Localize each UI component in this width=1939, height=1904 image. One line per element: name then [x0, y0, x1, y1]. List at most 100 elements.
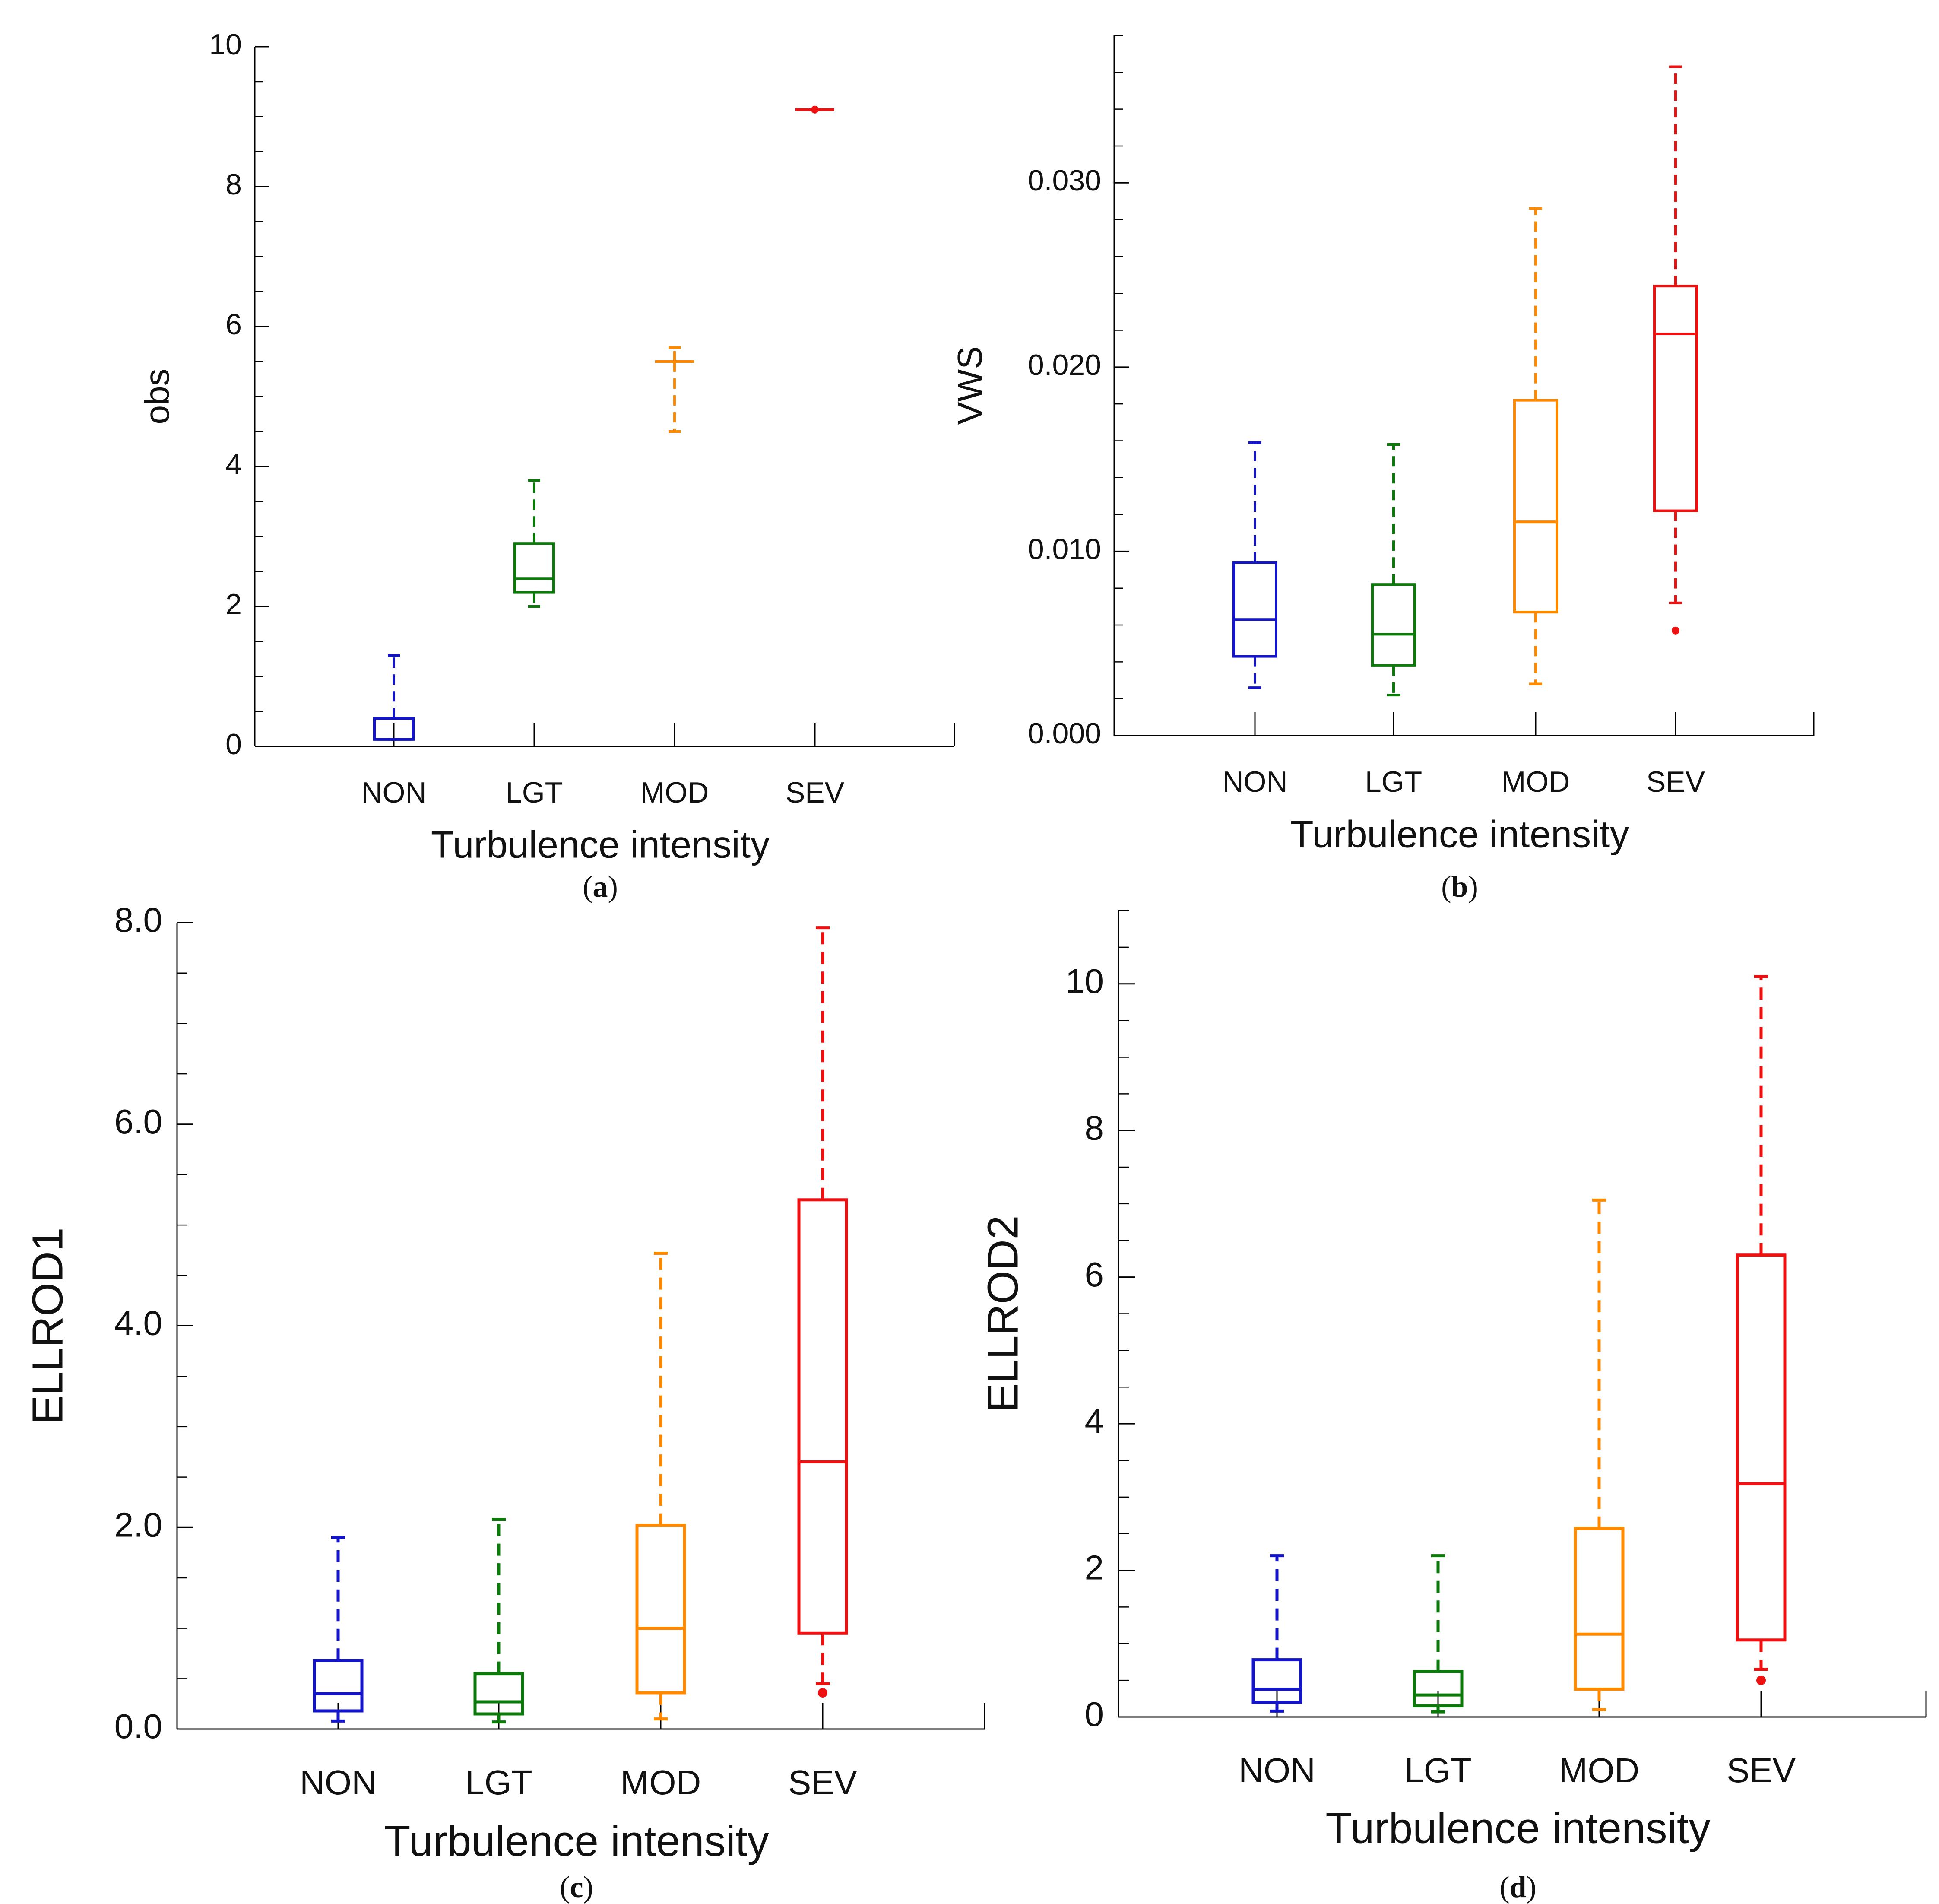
panel-label-part: c — [570, 1871, 583, 1904]
chart-panel-d: 0 2 4 6 8 10 NON LGT MOD SEV ELLROD2 Turbulence int… — [979, 910, 1927, 1904]
y-tick-label: 2.0 — [114, 1505, 162, 1544]
chart-panel-c: 0.0 2.0 4.0 6.0 8.0 NON LGT MOD SEV ELLROD1 Turbul… — [23, 901, 985, 1904]
box-mod — [1574, 1198, 1625, 1711]
y-tick-label: 0.0 — [114, 1707, 162, 1745]
chart-panel-b: 0.000 0.010 0.020 0.030 NON LGT MOD SEV VWS Turbu… — [950, 35, 1815, 904]
box-iqr — [1251, 1658, 1302, 1704]
panel-label-part: ( — [1499, 1871, 1509, 1904]
x-tick-label: NON — [361, 776, 426, 809]
box-iqr — [1736, 1253, 1787, 1642]
box-mod — [635, 1251, 686, 1721]
y-tick-label: 0.020 — [1028, 349, 1101, 381]
y-tick-label: 10 — [209, 28, 242, 61]
x-tick-label: NON — [300, 1763, 377, 1802]
box-sev — [1736, 975, 1787, 1685]
panel-label-part: ) — [583, 1871, 593, 1904]
panel-label-part: ( — [1441, 870, 1451, 904]
chart-panel-a: 0 2 4 6 8 10 NON LGT MOD SEV obs Turbulence intensi… — [138, 28, 955, 904]
box-non — [1232, 441, 1277, 689]
box-iqr — [1371, 583, 1416, 667]
x-tick-label: LGT — [506, 776, 563, 809]
box-non — [1251, 1554, 1302, 1713]
y-tick-label: 8 — [225, 168, 242, 201]
panel-label-part: ( — [560, 1871, 570, 1904]
box-iqr — [1232, 561, 1277, 658]
x-tick-label: SEV — [1646, 765, 1705, 798]
box-lgt — [1371, 443, 1416, 697]
box-lgt — [1413, 1554, 1464, 1714]
box-mod — [1513, 207, 1558, 685]
box-sev — [797, 926, 848, 1698]
y-tick-label: 8 — [1085, 1108, 1104, 1147]
y-tick-label: 4 — [1085, 1402, 1104, 1440]
y-tick-label: 8.0 — [114, 901, 162, 939]
panel-label-part: a — [593, 870, 608, 904]
x-tick-label: NON — [1222, 765, 1287, 798]
y-tick-label: 10 — [1065, 962, 1104, 1000]
y-tick-label: 4.0 — [114, 1304, 162, 1342]
x-tick-label: MOD — [1502, 765, 1570, 798]
box-iqr — [313, 1659, 364, 1713]
box-iqr — [1413, 1670, 1464, 1708]
box-iqr — [1574, 1527, 1625, 1691]
y-tick-label: 6 — [1085, 1255, 1104, 1294]
outlier-point — [1672, 626, 1679, 635]
panel-label: (a) — [583, 870, 618, 904]
x-tick-label: LGT — [465, 1763, 532, 1802]
box-sev — [1653, 65, 1698, 635]
panel-label-part: ) — [608, 870, 618, 904]
box-mod — [655, 346, 694, 433]
x-axis-title: Turbulence intensity — [384, 1817, 769, 1865]
box-iqr — [473, 1672, 524, 1716]
y-tick-label: 6.0 — [114, 1102, 162, 1141]
panel-label: (b) — [1441, 870, 1478, 904]
outlier-point — [818, 1688, 827, 1698]
box-lgt — [473, 1518, 524, 1724]
y-tick-label: 0 — [225, 728, 242, 761]
box-iqr — [797, 1198, 848, 1635]
y-tick-label: 6 — [225, 308, 242, 341]
y-tick-label: 0.010 — [1028, 533, 1101, 565]
x-tick-label: LGT — [1365, 765, 1422, 798]
box-iqr — [513, 542, 555, 594]
x-tick-label: MOD — [640, 776, 709, 809]
box-sev — [795, 105, 834, 114]
y-tick-label: 2 — [1085, 1549, 1104, 1587]
x-axis-title: Turbulence intensity — [431, 823, 770, 866]
box-non — [373, 654, 415, 741]
box-iqr — [635, 1524, 686, 1695]
y-tick-label: 0.030 — [1028, 164, 1101, 197]
x-tick-label: LGT — [1404, 1751, 1472, 1790]
y-axis-title: obs — [138, 369, 176, 425]
box-iqr — [1653, 285, 1698, 512]
x-tick-label: NON — [1239, 1751, 1315, 1790]
panel-label-part: b — [1451, 870, 1468, 904]
y-tick-label: 0 — [1085, 1695, 1104, 1733]
box-lgt — [513, 479, 555, 608]
y-axis-title: ELLROD2 — [979, 1215, 1027, 1412]
outlier-point — [1756, 1676, 1766, 1685]
panel-label-part: d — [1510, 1871, 1527, 1904]
x-tick-label: SEV — [1727, 1751, 1796, 1790]
x-tick-label: SEV — [786, 776, 845, 809]
x-tick-label: MOD — [1559, 1751, 1640, 1790]
y-axis-title: VWS — [950, 346, 989, 425]
y-tick-label: 2 — [225, 588, 242, 621]
x-axis-title: Turbulence intensity — [1290, 812, 1629, 855]
x-tick-label: MOD — [621, 1763, 701, 1802]
panel-label-part: ) — [1468, 870, 1478, 904]
y-tick-label: 4 — [225, 448, 242, 481]
box-iqr — [1513, 399, 1558, 614]
box-non — [313, 1536, 364, 1723]
x-tick-label: SEV — [788, 1763, 858, 1802]
x-axis-title: Turbulence intensity — [1325, 1804, 1710, 1852]
panel-label-part: ( — [583, 870, 592, 904]
outlier-point — [811, 105, 819, 114]
panel-label: (d) — [1499, 1871, 1537, 1904]
panel-label: (c) — [560, 1871, 593, 1904]
y-axis-title: ELLROD1 — [23, 1228, 72, 1425]
y-tick-label: 0.000 — [1028, 717, 1101, 750]
panel-label-part: ) — [1526, 1871, 1536, 1904]
